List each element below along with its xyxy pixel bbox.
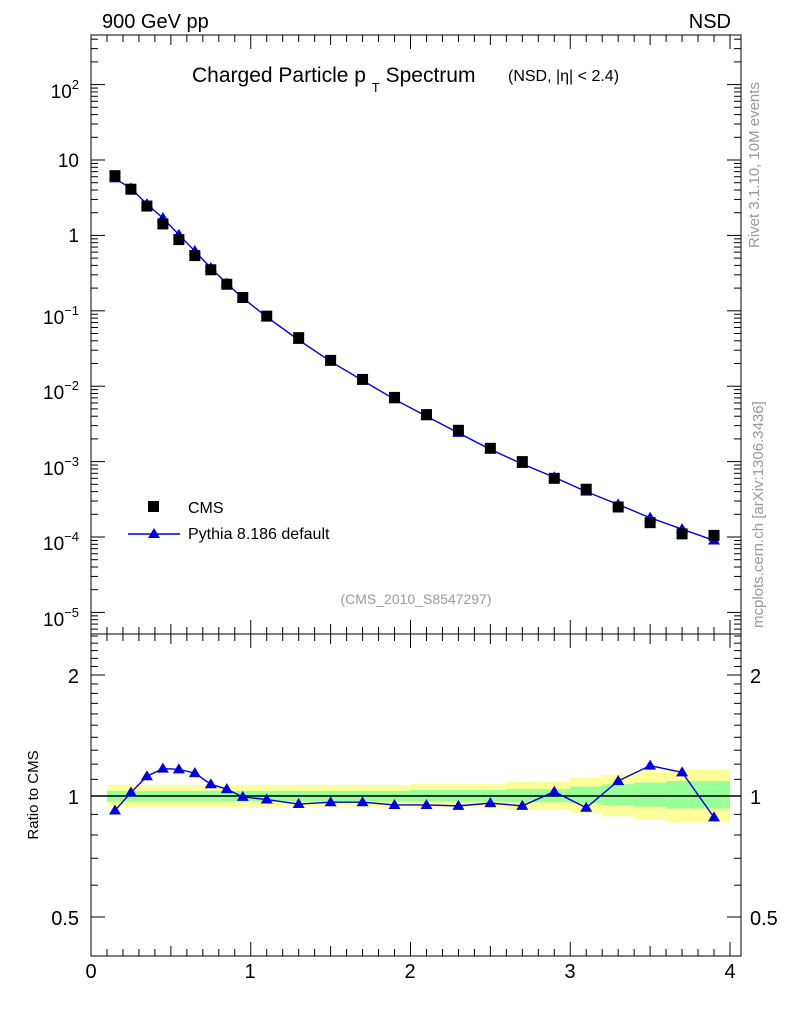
data-series <box>109 170 720 541</box>
cms-point <box>357 373 369 385</box>
cms-point <box>676 528 688 540</box>
cms-point <box>452 424 464 436</box>
main-ytick-label-1: 1 <box>68 226 79 247</box>
legend-label-cms: CMS <box>188 500 224 517</box>
ratio-ytick-label-left-1: 1 <box>68 787 79 809</box>
main-ytick-label-0.0001: 10−4 <box>43 529 79 555</box>
ratio-y-axis-label: Ratio to CMS <box>25 750 42 839</box>
cms-point <box>261 310 273 322</box>
ratio-point <box>324 796 337 807</box>
ratio-point <box>452 799 465 810</box>
ratio-point <box>708 811 721 822</box>
ratio-point <box>220 783 233 794</box>
xtick-label-2: 2 <box>404 961 415 983</box>
ratio-point <box>676 766 689 777</box>
header-right-label: NSD <box>689 11 731 33</box>
mc-series <box>108 172 721 545</box>
legend-label-pythia: Pythia 8.186 default <box>188 526 330 543</box>
cms-point <box>157 218 169 230</box>
mcplots-label: mcplots.cern.ch [arXiv:1306.3436] <box>750 401 767 628</box>
cms-point <box>189 250 201 262</box>
main-ytick-label-0.00001: 10−5 <box>43 605 79 631</box>
cms-point <box>125 183 137 195</box>
ratio-point <box>260 793 273 804</box>
ratio-point <box>388 798 401 809</box>
cms-point <box>221 278 233 290</box>
cms-point <box>420 409 432 421</box>
ratio-point <box>236 790 249 801</box>
cms-point <box>612 501 624 513</box>
chart-title-subscript: T <box>372 80 380 95</box>
cms-point <box>237 292 249 304</box>
ratio-point <box>108 804 121 815</box>
main-ytick-label-100: 102 <box>51 77 79 103</box>
chart-title-tag: (NSD, |η| < 2.4) <box>508 68 619 85</box>
ratio-uncertainty-bands <box>91 769 741 823</box>
ratio-point <box>484 797 497 808</box>
cms-point <box>141 200 153 212</box>
ratio-point <box>156 762 169 773</box>
ratio-point <box>612 774 625 785</box>
chart-title: Charged Particle p T Spectrum <box>192 64 475 97</box>
chart-title-rest: Spectrum <box>386 64 476 87</box>
main-ytick-label-0.01: 10−2 <box>43 378 79 404</box>
ratio-ytick-label-right-0.5: 0.5 <box>750 908 778 930</box>
ratio-point <box>356 796 369 807</box>
header-left-label: 900 GeV pp <box>102 11 209 33</box>
ratio-ytick-label-right-1: 1 <box>750 787 761 809</box>
ratio-point <box>580 801 593 812</box>
analysis-watermark: (CMS_2010_S8547297) <box>341 591 492 607</box>
ratio-point <box>172 763 185 774</box>
cms-point <box>205 264 217 276</box>
main-panel-frame <box>90 34 742 635</box>
ratio-ytick-label-left-2: 2 <box>68 666 79 688</box>
cms-point <box>293 332 305 344</box>
main-ytick-label-0.1: 10−1 <box>43 303 79 329</box>
ratio-point <box>516 799 529 810</box>
ratio-ytick-label-left-0.5: 0.5 <box>51 908 79 930</box>
ratio-point <box>644 759 657 770</box>
mc-line <box>114 177 715 542</box>
ratio-point <box>420 798 433 809</box>
ratio-point <box>292 798 305 809</box>
main-ytick-label-10: 10 <box>58 151 79 172</box>
xtick-label-1: 1 <box>244 961 255 983</box>
ratio-ytick-label-right-2: 2 <box>750 666 761 688</box>
cms-point <box>708 529 720 541</box>
chart-title-main: Charged Particle p <box>192 64 366 87</box>
xtick-label-4: 4 <box>724 961 735 983</box>
cms-point <box>389 391 401 403</box>
xtick-label-3: 3 <box>564 961 575 983</box>
ratio-point <box>140 770 153 781</box>
ratio-point <box>548 785 561 796</box>
cms-point <box>516 456 528 468</box>
cms-point <box>548 472 560 484</box>
cms-point <box>580 483 592 495</box>
ratio-point <box>204 778 217 789</box>
cms-point <box>173 234 185 246</box>
cms-point <box>484 442 496 454</box>
legend-marker-pythia <box>148 528 160 538</box>
ratio-point <box>188 767 201 778</box>
ratio-panel-frame <box>90 633 742 957</box>
cms-point <box>644 517 656 529</box>
legend-marker-cms <box>148 501 159 512</box>
ratio-point <box>124 786 137 797</box>
ratio-series <box>108 759 721 822</box>
main-ytick-label-0.001: 10−3 <box>43 454 79 480</box>
cms-point <box>325 354 337 366</box>
cms-point <box>109 170 121 182</box>
xtick-label-0: 0 <box>85 961 96 983</box>
rivet-version-label: Rivet 3.1.10, 10M events <box>746 82 763 248</box>
